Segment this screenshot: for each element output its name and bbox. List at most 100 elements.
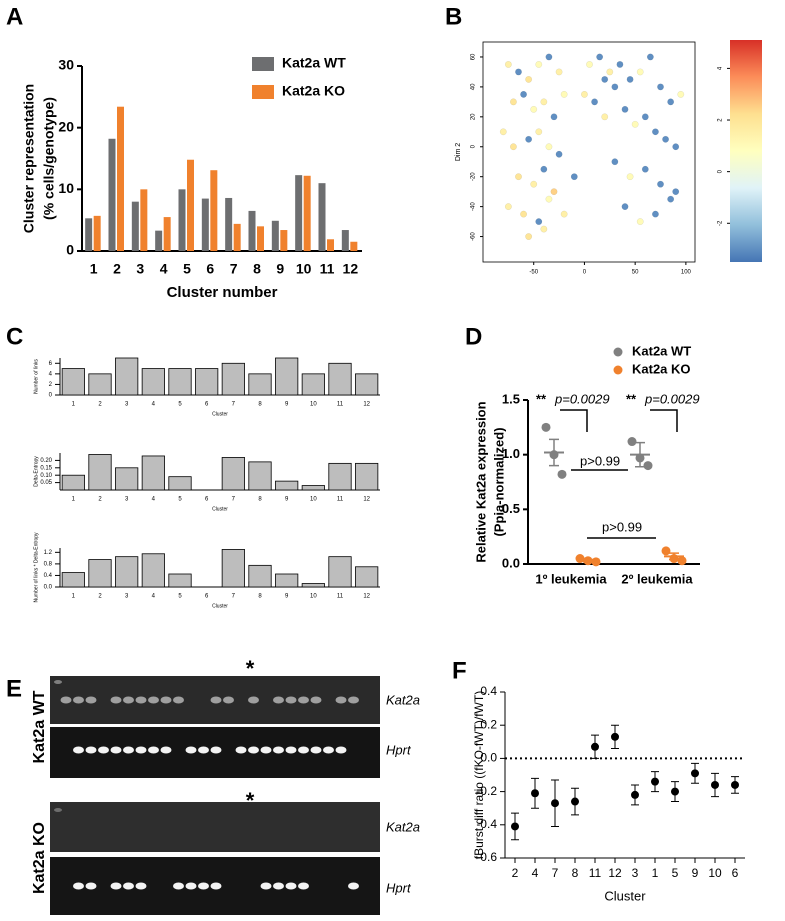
x-tick-label: 9 xyxy=(285,497,289,503)
gel-band xyxy=(110,746,122,754)
y-tick-label: 0.20 xyxy=(40,458,52,464)
lane-marker: * xyxy=(246,788,255,813)
point xyxy=(499,128,507,136)
legend-swatch xyxy=(252,57,274,71)
error-bar xyxy=(549,438,559,467)
y-axis-label: Number of links xyxy=(33,359,39,394)
gel-band xyxy=(110,882,122,890)
gel-band xyxy=(98,746,109,754)
colorbar-tick-label: 4 xyxy=(718,66,724,70)
bar xyxy=(318,183,326,251)
point xyxy=(535,128,543,136)
x-tick-label: 4 xyxy=(152,497,156,503)
point xyxy=(515,68,522,76)
annotation: p=0.0029 xyxy=(644,391,700,406)
panel-letter: B xyxy=(445,3,462,30)
point xyxy=(667,98,675,106)
x-tick-label: 12 xyxy=(343,261,359,277)
bar xyxy=(328,462,352,491)
gel-band xyxy=(135,882,147,890)
point xyxy=(520,90,527,98)
y-tick-label: 0.2 xyxy=(480,717,497,731)
genotype-label: Kat2a KO xyxy=(31,822,48,894)
bar xyxy=(168,368,192,396)
point xyxy=(586,61,593,68)
point xyxy=(581,90,588,98)
bar xyxy=(248,564,272,588)
annotation: p>0.99 xyxy=(580,453,620,468)
point xyxy=(677,556,687,566)
bar xyxy=(201,198,209,251)
legend-marker xyxy=(613,365,623,375)
y-tick-label: -20 xyxy=(471,172,477,181)
gel-band xyxy=(323,746,334,754)
legend-label: Kat2a WT xyxy=(632,343,691,358)
panel-letter: D xyxy=(465,323,482,350)
gel-band xyxy=(110,696,122,704)
gel-band xyxy=(260,746,272,754)
gel-band xyxy=(285,696,297,704)
y-tick-label: 60 xyxy=(471,53,477,60)
point xyxy=(621,203,629,211)
bar xyxy=(141,455,165,491)
x-tick-label: 11 xyxy=(589,866,602,880)
x-tick-label: 6 xyxy=(206,261,214,277)
x-tick-label: 5 xyxy=(178,497,182,503)
point xyxy=(616,61,624,68)
legend-label: Kat2a WT xyxy=(282,55,346,71)
y-tick-label: 0 xyxy=(66,242,74,258)
x-tick-label: 3 xyxy=(125,402,129,408)
error-bar xyxy=(635,441,645,468)
x-tick-label: 1 xyxy=(652,866,659,880)
bar xyxy=(328,556,352,588)
gel-band xyxy=(285,746,297,754)
point xyxy=(515,173,522,181)
y-tick-label: -60 xyxy=(471,232,477,241)
point xyxy=(560,210,568,218)
point xyxy=(627,437,637,447)
y-tick-label: 20 xyxy=(471,113,477,120)
gel-band xyxy=(60,696,72,704)
gel-band xyxy=(273,882,284,890)
bar xyxy=(88,559,112,588)
bar xyxy=(355,566,379,588)
gel-band xyxy=(148,696,159,704)
bar xyxy=(195,368,219,396)
colorbar-tick-label: 0 xyxy=(718,169,724,173)
bar xyxy=(117,106,124,251)
x-tick-label: 12 xyxy=(363,594,370,600)
point xyxy=(571,797,579,806)
point xyxy=(626,76,634,83)
point xyxy=(530,105,538,113)
y-tick-label: 0 xyxy=(471,144,477,148)
y-tick-label: -0.6 xyxy=(476,850,497,864)
point xyxy=(530,180,538,188)
bar xyxy=(221,549,245,588)
x-tick-label: 4 xyxy=(160,261,168,277)
x-tick-label: 2 xyxy=(98,497,102,503)
point xyxy=(631,120,639,128)
point xyxy=(545,195,553,203)
bar xyxy=(115,556,139,588)
bar xyxy=(187,159,194,251)
x-tick-label: 7 xyxy=(232,402,236,408)
gel-band xyxy=(335,746,347,754)
bar xyxy=(178,189,186,251)
gel-band xyxy=(210,696,222,704)
x-tick-label: 7 xyxy=(232,497,236,503)
gel-band xyxy=(123,696,134,704)
x-tick-label: 10 xyxy=(310,402,317,408)
bar xyxy=(155,230,163,251)
bar xyxy=(141,553,165,588)
gel-band xyxy=(310,746,322,754)
point xyxy=(504,203,512,211)
gel-band xyxy=(348,696,359,704)
x-tick-label: 7 xyxy=(230,261,238,277)
plot-frame xyxy=(482,41,696,263)
bar xyxy=(115,467,139,491)
bar xyxy=(233,223,241,251)
bar xyxy=(85,218,93,251)
bar xyxy=(271,220,279,251)
point xyxy=(626,173,634,181)
